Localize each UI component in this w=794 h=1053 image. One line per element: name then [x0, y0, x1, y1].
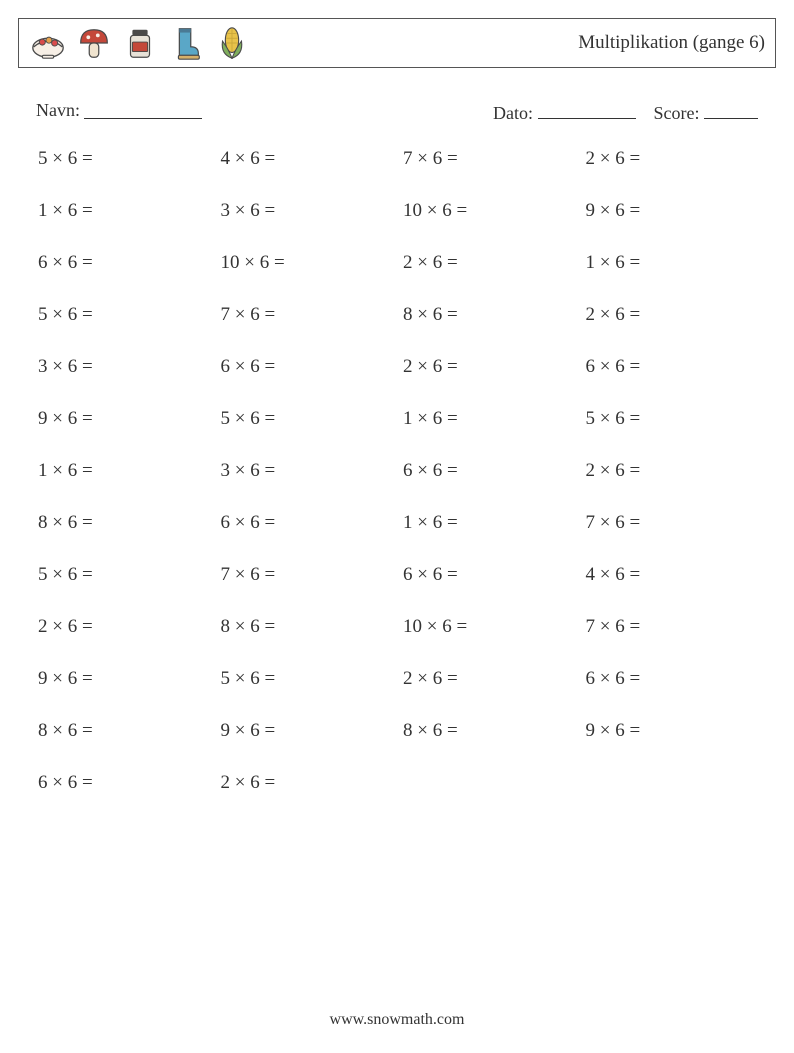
problem-cell: 7 × 6 = [215, 564, 398, 586]
problem-cell: 1 × 6 = [397, 408, 580, 430]
problem-cell: 10 × 6 = [397, 200, 580, 222]
problem-cell: 6 × 6 = [580, 668, 763, 690]
header-icon-row [29, 24, 251, 62]
score-blank[interactable] [704, 100, 758, 119]
jam-jar-icon [121, 24, 159, 62]
problem-cell: 2 × 6 = [580, 304, 763, 326]
date-blank[interactable] [538, 100, 636, 119]
name-label: Navn: [36, 100, 80, 124]
problem-cell: 6 × 6 = [32, 252, 215, 274]
meta-row: Navn: Dato: Score: [36, 100, 758, 124]
problem-cell: 5 × 6 = [32, 304, 215, 326]
meta-date: Dato: [493, 100, 636, 124]
problem-cell: 6 × 6 = [32, 772, 215, 794]
problem-cell: 8 × 6 = [32, 720, 215, 742]
meta-score: Score: [654, 100, 758, 124]
problem-cell: 4 × 6 = [215, 148, 398, 170]
problem-cell: 5 × 6 = [215, 408, 398, 430]
problem-cell: 6 × 6 = [397, 460, 580, 482]
problem-cell: 8 × 6 = [397, 720, 580, 742]
problem-cell: 9 × 6 = [32, 408, 215, 430]
problem-cell: 1 × 6 = [32, 460, 215, 482]
problem-cell: 2 × 6 = [215, 772, 398, 794]
problem-cell: 3 × 6 = [215, 460, 398, 482]
problem-cell: 1 × 6 = [580, 252, 763, 274]
problem-cell: 10 × 6 = [215, 252, 398, 274]
problem-cell: 2 × 6 = [397, 252, 580, 274]
header-box: Multiplikation (gange 6) [18, 18, 776, 68]
problem-cell: 5 × 6 = [32, 564, 215, 586]
problem-cell: 8 × 6 = [215, 616, 398, 638]
problem-cell: 6 × 6 = [397, 564, 580, 586]
problem-cell: 2 × 6 = [397, 668, 580, 690]
worksheet-title: Multiplikation (gange 6) [578, 32, 765, 54]
problem-cell: 7 × 6 = [580, 616, 763, 638]
problem-cell [397, 772, 580, 794]
problem-cell: 10 × 6 = [397, 616, 580, 638]
problem-cell: 7 × 6 = [580, 512, 763, 534]
rain-boot-icon [167, 24, 205, 62]
problem-cell: 9 × 6 = [580, 200, 763, 222]
problem-cell: 6 × 6 = [215, 512, 398, 534]
corn-icon [213, 24, 251, 62]
problem-cell: 9 × 6 = [215, 720, 398, 742]
mushroom-icon [75, 24, 113, 62]
worksheet-page: Multiplikation (gange 6) Navn: Dato: Sco… [0, 0, 794, 1053]
problem-cell: 5 × 6 = [580, 408, 763, 430]
problem-cell: 2 × 6 = [397, 356, 580, 378]
problem-cell: 2 × 6 = [580, 148, 763, 170]
problem-cell [580, 772, 763, 794]
meta-name: Navn: [36, 100, 202, 124]
problem-cell: 9 × 6 = [580, 720, 763, 742]
date-label: Dato: [493, 103, 533, 123]
problem-cell: 7 × 6 = [215, 304, 398, 326]
problem-cell: 3 × 6 = [32, 356, 215, 378]
candy-bowl-icon [29, 24, 67, 62]
problem-cell: 7 × 6 = [397, 148, 580, 170]
footer-text: www.snowmath.com [0, 1011, 794, 1029]
problem-cell: 1 × 6 = [397, 512, 580, 534]
problem-cell: 1 × 6 = [32, 200, 215, 222]
name-blank[interactable] [84, 100, 202, 119]
problem-cell: 2 × 6 = [580, 460, 763, 482]
problem-cell: 3 × 6 = [215, 200, 398, 222]
problem-cell: 8 × 6 = [32, 512, 215, 534]
problems-grid: 5 × 6 =4 × 6 =7 × 6 =2 × 6 =1 × 6 =3 × 6… [32, 148, 762, 794]
problem-cell: 9 × 6 = [32, 668, 215, 690]
problem-cell: 5 × 6 = [215, 668, 398, 690]
problem-cell: 2 × 6 = [32, 616, 215, 638]
score-label: Score: [654, 103, 700, 123]
problem-cell: 5 × 6 = [32, 148, 215, 170]
problem-cell: 6 × 6 = [580, 356, 763, 378]
problem-cell: 8 × 6 = [397, 304, 580, 326]
problem-cell: 4 × 6 = [580, 564, 763, 586]
problem-cell: 6 × 6 = [215, 356, 398, 378]
